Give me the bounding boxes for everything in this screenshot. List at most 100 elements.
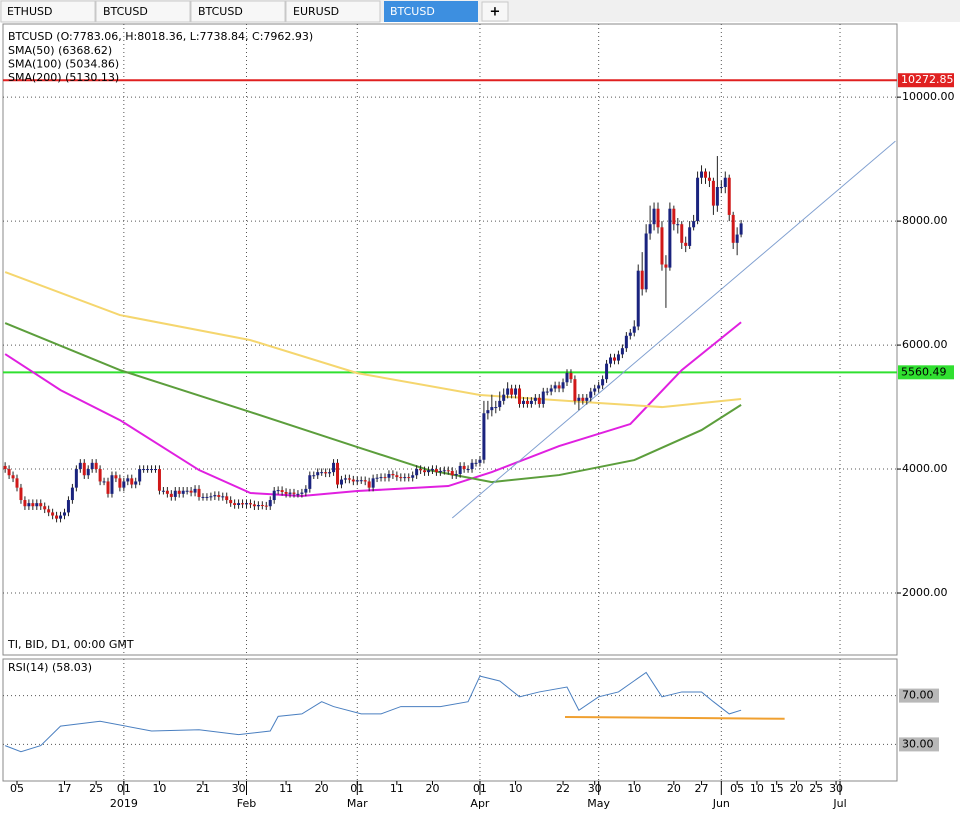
candle-body xyxy=(419,469,423,471)
x-tick-label: 17 xyxy=(57,782,71,795)
x-tick-label: 20 xyxy=(425,782,439,795)
candle-body xyxy=(581,397,585,401)
candle-body xyxy=(256,504,260,507)
x-tick-label: 05 xyxy=(10,782,24,795)
candle-body xyxy=(280,490,284,492)
candle-body xyxy=(332,462,336,473)
candle-body xyxy=(102,481,106,483)
candle-body xyxy=(55,515,59,519)
candle-body xyxy=(703,171,707,178)
candle-body xyxy=(260,504,264,506)
candle-body xyxy=(371,478,375,488)
rsi-title: RSI(14) (58.03) xyxy=(8,661,92,674)
candle-body xyxy=(316,472,320,476)
add-tab[interactable]: + xyxy=(481,1,509,22)
candle-body xyxy=(272,490,276,501)
add-tab-label[interactable]: + xyxy=(490,5,501,20)
candle-body xyxy=(3,465,7,470)
tab[interactable]: EURUSD xyxy=(285,0,381,23)
candle-body xyxy=(636,270,640,327)
candle-body xyxy=(711,180,715,206)
tab[interactable]: BTCUSD xyxy=(190,0,286,23)
candle-body xyxy=(577,397,581,401)
candle-body xyxy=(391,474,395,476)
candle-body xyxy=(521,400,525,404)
sma-line xyxy=(4,271,742,409)
y-tick-label: 8000.00 xyxy=(902,214,948,227)
x-tick-label: 11 xyxy=(390,782,404,795)
x-tick-label: 27 xyxy=(695,782,709,795)
candle-body xyxy=(367,481,371,488)
candle-body xyxy=(276,490,280,492)
candle-body xyxy=(664,264,668,268)
candle-body xyxy=(620,348,624,355)
candle-body xyxy=(62,512,66,516)
candle-body xyxy=(51,512,55,516)
candle-body xyxy=(130,478,134,485)
candle-body xyxy=(593,388,597,392)
y-tick-label: 10000.00 xyxy=(902,90,955,103)
candle-body xyxy=(502,394,506,401)
x-tick-label: 30 xyxy=(588,782,602,795)
candle-body xyxy=(454,474,458,476)
candle-body xyxy=(193,488,197,493)
candle-body xyxy=(486,410,490,414)
candle-body xyxy=(450,470,454,476)
candle-body xyxy=(153,469,157,471)
candle-body xyxy=(490,407,494,411)
x-month-label: May xyxy=(587,797,610,810)
candle-body xyxy=(561,382,565,389)
tab-label[interactable]: ETHUSD xyxy=(7,5,52,18)
candle-body xyxy=(609,357,613,364)
candle-body xyxy=(442,470,446,472)
candle-body xyxy=(86,469,90,476)
candle-body xyxy=(157,469,161,491)
candle-body xyxy=(146,469,150,471)
x-tick-label: 11 xyxy=(279,782,293,795)
chart-subtitle: TI, BID, D1, 00:00 GMT xyxy=(7,638,134,651)
candle-body xyxy=(597,385,601,389)
candle-body xyxy=(248,503,252,505)
tab-label[interactable]: EURUSD xyxy=(293,5,339,18)
overlay: 2000.00 4000.00 6000.00 8000.00 10000.00 2019… xyxy=(8,44,955,810)
candle-body xyxy=(23,500,27,507)
rsi-panel xyxy=(2,658,898,782)
tab[interactable]: BTCUSD xyxy=(95,0,191,23)
support-line xyxy=(565,715,785,720)
candle-body xyxy=(43,506,47,510)
candle-body xyxy=(632,326,636,333)
candle-body xyxy=(541,391,545,404)
candle-body xyxy=(375,477,379,479)
candle-body xyxy=(545,391,549,393)
candle-body xyxy=(573,379,577,401)
candle-body xyxy=(680,224,684,243)
x-tick-label: 01 xyxy=(350,782,364,795)
candle-body xyxy=(106,481,110,494)
candle-body xyxy=(458,465,462,475)
candle-body xyxy=(241,503,245,505)
candle-body xyxy=(35,503,39,507)
candle-body xyxy=(612,357,616,361)
candle-body xyxy=(336,462,340,485)
candle-body xyxy=(189,490,193,493)
candle-body xyxy=(644,233,648,290)
candle-body xyxy=(537,397,541,404)
tab-label[interactable]: BTCUSD xyxy=(103,5,148,18)
legend-entry: SMA(100) (5034.86) xyxy=(8,58,119,71)
level-label: 5560.49 xyxy=(901,365,947,378)
candle-body xyxy=(462,465,466,470)
tab-label[interactable]: BTCUSD xyxy=(390,5,435,18)
candle-body xyxy=(668,208,672,268)
candle-body xyxy=(39,503,43,507)
tab-label[interactable]: BTCUSD xyxy=(198,5,243,18)
tab[interactable]: ETHUSD xyxy=(0,0,96,23)
candle-body xyxy=(648,224,652,234)
price-panel xyxy=(2,23,898,656)
x-tick-label: 25 xyxy=(809,782,823,795)
candle-body xyxy=(324,472,328,474)
x-tick-label: 10 xyxy=(750,782,764,795)
candle-body xyxy=(557,385,561,389)
y-tick-label: 2000.00 xyxy=(902,586,948,599)
candle-body xyxy=(47,509,51,513)
tab-active[interactable]: BTCUSD xyxy=(384,1,478,22)
